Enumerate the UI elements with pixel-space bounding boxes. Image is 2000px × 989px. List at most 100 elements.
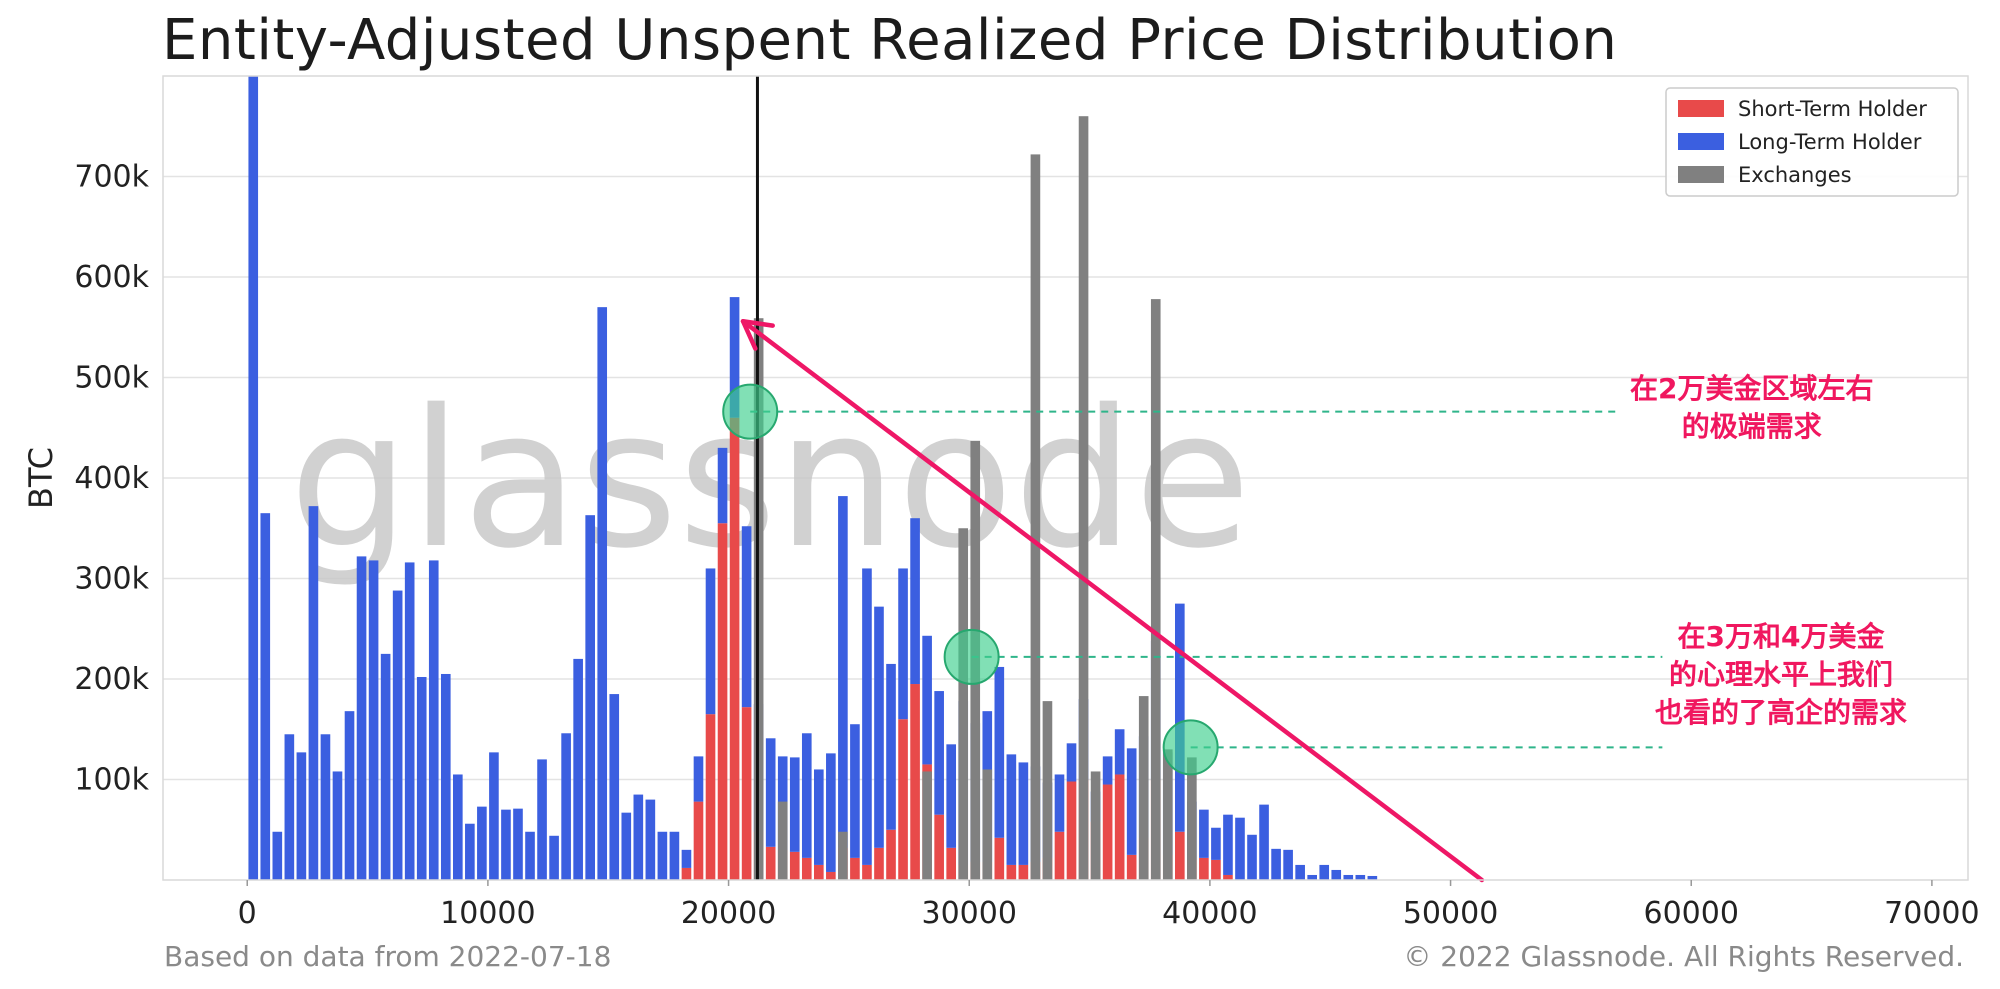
legend-swatch (1678, 133, 1724, 150)
bar-long-term-holder (308, 506, 319, 880)
bar-short-term-holder (1018, 864, 1029, 880)
x-tick-label: 50000 (1403, 896, 1498, 931)
bar-exchanges (1187, 757, 1197, 880)
x-tick-label: 20000 (681, 896, 776, 931)
bar-long-term-holder (898, 568, 908, 720)
bar-short-term-holder (910, 684, 920, 880)
bar-long-term-holder (260, 513, 271, 880)
highlight-circle (722, 383, 779, 440)
y-tick-label: 600k (74, 260, 149, 295)
bar-long-term-holder (705, 568, 716, 715)
bar-long-term-holder (1211, 827, 1221, 860)
bar-long-term-holder (344, 711, 355, 880)
bar-long-term-holder (1066, 743, 1077, 782)
bar-short-term-holder (729, 417, 740, 880)
bar-long-term-holder (1247, 834, 1257, 880)
bar-exchanges (922, 771, 932, 880)
bar-short-term-holder (1211, 859, 1221, 880)
bar-long-term-holder (717, 447, 728, 524)
trend-arrow-head (740, 318, 775, 351)
bar-long-term-holder (404, 562, 415, 880)
bar-long-term-holder (453, 774, 463, 880)
y-tick-label: 400k (74, 461, 149, 496)
bar-short-term-holder (814, 864, 824, 880)
legend-swatch (1678, 166, 1724, 183)
legend-label: Exchanges (1738, 163, 1852, 187)
bar-long-term-holder (1355, 874, 1366, 880)
copyright-note: © 2022 Glassnode. All Rights Reserved. (1403, 940, 1964, 973)
bar-long-term-holder (1367, 875, 1378, 880)
bar-long-term-holder (368, 560, 379, 880)
bar-long-term-holder (886, 663, 896, 830)
overlay (722, 76, 1663, 883)
bar-short-term-holder (765, 846, 776, 880)
bar-short-term-holder (681, 867, 692, 880)
bar-short-term-holder (1006, 864, 1017, 880)
bar-long-term-holder (910, 518, 920, 685)
bar-long-term-holder (946, 744, 956, 848)
bar-short-term-holder (693, 801, 704, 880)
bar-short-term-holder (862, 864, 872, 880)
bar-short-term-holder (1054, 831, 1065, 880)
bar-long-term-holder (765, 738, 776, 847)
bar-long-term-holder (525, 831, 535, 880)
bar-short-term-holder (886, 829, 896, 880)
bar-long-term-holder (1283, 849, 1293, 880)
x-tick-label: 40000 (1162, 896, 1257, 931)
annotation-30k-40k-demand: 在3万和4万美金 的心理水平上我们 也看的了高企的需求 (1655, 618, 1907, 731)
bar-long-term-holder (489, 752, 499, 880)
bar-exchanges (1150, 299, 1161, 880)
bar-long-term-holder (284, 734, 295, 880)
bar-short-term-holder (801, 857, 812, 880)
bar-short-term-holder (717, 523, 728, 880)
bar-long-term-holder (549, 835, 559, 880)
bar-long-term-holder (862, 568, 872, 865)
bar-short-term-holder (850, 857, 860, 880)
annotation-line: 的心理水平上我们 (1669, 657, 1894, 691)
bar-long-term-holder (1223, 814, 1233, 875)
bar-short-term-holder (1199, 857, 1209, 880)
bar-exchanges (982, 769, 993, 880)
bar-long-term-holder (1199, 809, 1209, 858)
bar-short-term-holder (705, 714, 716, 880)
bar-long-term-holder (645, 799, 656, 880)
bar-short-term-holder (946, 847, 956, 880)
bar-long-term-holder (1126, 748, 1137, 855)
bar-long-term-holder (633, 794, 644, 880)
bar-short-term-holder (898, 719, 908, 880)
bar-exchanges (1162, 749, 1173, 880)
x-tick-label: 70000 (1884, 896, 1979, 931)
y-tick-label: 200k (74, 662, 149, 697)
bar-exchanges (777, 801, 788, 880)
bar-long-term-holder (416, 676, 427, 880)
bar-long-term-holder (814, 769, 824, 865)
bar-long-term-holder (801, 733, 812, 858)
bar-long-term-holder (501, 809, 511, 880)
bar-long-term-holder (296, 752, 307, 880)
legend-box (1665, 87, 1959, 197)
y-tick-label: 700k (74, 160, 149, 195)
bar-long-term-holder (1054, 774, 1065, 832)
x-tick-label: 60000 (1644, 896, 1739, 931)
highlight-circle (1162, 719, 1219, 776)
bar-long-term-holder (1114, 729, 1125, 775)
bar-long-term-holder (1018, 762, 1029, 865)
bar-long-term-holder (850, 724, 860, 858)
bar-short-term-holder (1114, 774, 1125, 880)
bar-long-term-holder (729, 297, 740, 418)
bar-long-term-holder (248, 76, 259, 880)
bar-long-term-holder (380, 653, 391, 880)
bar-long-term-holder (513, 808, 523, 880)
bar-long-term-holder (597, 307, 608, 880)
bar-exchanges (1090, 771, 1101, 880)
bar-short-term-holder (934, 814, 944, 880)
bar-long-term-holder (1343, 874, 1354, 880)
bar-long-term-holder (789, 757, 800, 852)
bar-long-term-holder (1006, 754, 1017, 865)
bar-long-term-holder (657, 831, 668, 880)
bar-short-term-holder (1175, 831, 1185, 880)
annotation-line: 也看的了高企的需求 (1655, 695, 1908, 729)
bar-long-term-holder (922, 635, 932, 765)
bar-short-term-holder (1223, 874, 1233, 880)
y-tick-label: 100k (74, 763, 149, 798)
